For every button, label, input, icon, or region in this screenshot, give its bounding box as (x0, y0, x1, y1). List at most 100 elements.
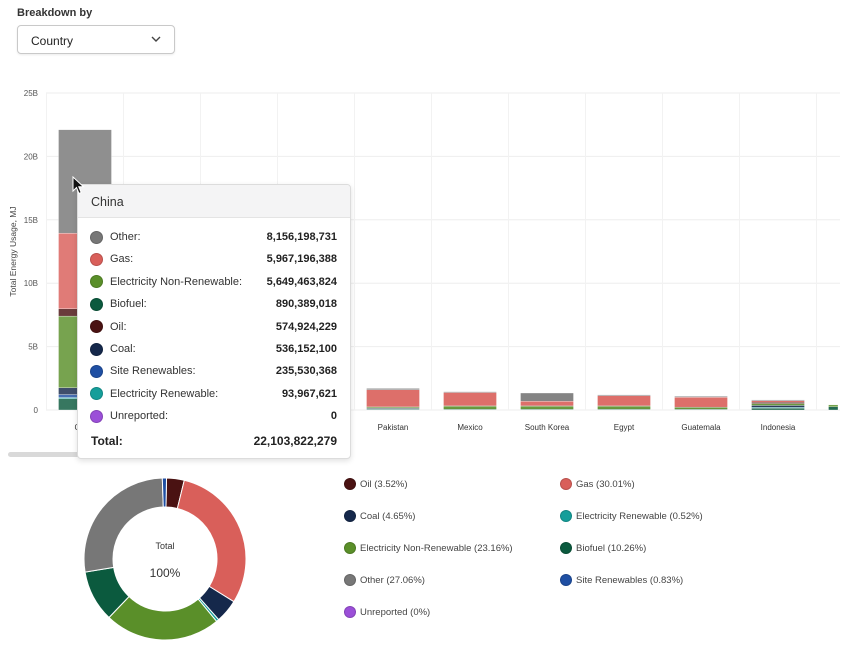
bar-segment-other[interactable] (674, 396, 728, 398)
bar-segment-gas[interactable] (366, 389, 420, 407)
bar-segment-biofuel[interactable] (828, 406, 839, 411)
tooltip-row-label: Biofuel: (110, 298, 147, 311)
tooltip-total: Total: 22,103,822,279 (91, 434, 337, 448)
chevron-down-icon (151, 36, 161, 42)
legend-swatch (344, 574, 356, 586)
x-tick-label: Mexico (457, 423, 483, 432)
x-tick-label: Pakistan (378, 423, 409, 432)
breakdown-label: Breakdown by (17, 7, 93, 19)
bar-segment-other[interactable] (751, 399, 805, 401)
x-tick-label: Guatemala (681, 423, 721, 432)
tooltip-row: Coal: 536,152,100 (90, 341, 337, 357)
tooltip-swatch (90, 409, 103, 423)
tooltip-row: Biofuel: 890,389,018 (90, 296, 337, 312)
y-axis-label: Total Energy Usage, MJ (8, 206, 18, 296)
bar-segment-electricity-non-renewable[interactable] (828, 404, 839, 407)
tooltip-total-label: Total: (91, 434, 123, 448)
bar-segment-gas[interactable] (674, 397, 728, 408)
bar-segment-gas[interactable] (597, 395, 651, 406)
tooltip-row-label: Other: (110, 231, 141, 243)
tooltip-row: Electricity Renewable: 93,967,621 (90, 386, 337, 402)
legend-label: Electricity Non-Renewable (23.16%) (360, 542, 513, 554)
y-tick-label: 0 (34, 406, 39, 415)
bar-segment-electricity-non-renewable[interactable] (520, 405, 574, 410)
tooltip-row-label: Unreported: (110, 410, 169, 423)
legend-label: Gas (30.01%) (576, 478, 635, 490)
legend-label: Other (27.06%) (360, 574, 425, 586)
bar-segment-biofuel[interactable] (751, 407, 805, 411)
legend-item[interactable]: Coal (4.65%) (344, 510, 415, 522)
tooltip-row: Site Renewables: 235,530,368 (90, 363, 337, 379)
y-tick-label: 15B (24, 216, 38, 225)
bar-segment-other[interactable] (366, 388, 420, 390)
x-tick-label: South Korea (525, 423, 570, 432)
bar-segment-electricity-non-renewable[interactable] (751, 403, 805, 406)
legend-label: Site Renewables (0.83%) (576, 574, 684, 586)
legend-label: Biofuel (10.26%) (576, 542, 647, 554)
x-tick-label: Egypt (614, 423, 635, 432)
bar-segment-gas[interactable] (443, 392, 497, 406)
legend-swatch (560, 574, 572, 586)
tooltip-row-label: Oil: (110, 320, 127, 333)
y-tick-label: 5B (28, 343, 38, 352)
legend-item[interactable]: Unreported (0%) (344, 606, 430, 618)
tooltip-swatch (90, 387, 103, 401)
mouse-cursor-icon (72, 176, 85, 195)
donut-slice-electricity-non-renewable[interactable] (108, 595, 218, 641)
breakdown-select[interactable]: Country (17, 25, 175, 54)
bar-segment-coal[interactable] (751, 405, 805, 408)
tooltip-row-label: Coal: (110, 343, 136, 355)
bar-segment-other[interactable] (597, 394, 651, 396)
tooltip-row: Oil: 574,924,229 (90, 319, 337, 335)
legend-swatch (344, 478, 356, 490)
tooltip-row-label: Gas: (110, 253, 134, 266)
legend-swatch (560, 510, 572, 522)
legend-swatch (344, 510, 356, 522)
bar-segment-electricity-non-renewable[interactable] (443, 405, 497, 410)
donut-center-label: Total (155, 541, 174, 551)
legend-label: Oil (3.52%) (360, 478, 408, 490)
bar-segment-gas[interactable] (520, 401, 574, 406)
bar-segment-electricity-non-renewable[interactable] (674, 407, 728, 410)
breakdown-select-value: Country (31, 34, 74, 48)
bar-segment-electricity-non-renewable[interactable] (366, 406, 420, 409)
legend-item[interactable]: Gas (30.01%) (560, 478, 635, 490)
donut-center-value: 100% (150, 566, 181, 580)
bar-segment-gas[interactable] (751, 400, 805, 403)
tooltip-row-value: 890,389,018 (275, 298, 337, 311)
tooltip-swatch (90, 275, 103, 289)
legend-item[interactable]: Biofuel (10.26%) (560, 542, 646, 554)
tooltip-swatch (90, 342, 103, 356)
legend-item[interactable]: Electricity Non-Renewable (23.16%) (344, 542, 513, 554)
legend-item[interactable]: Other (27.06%) (344, 574, 425, 586)
tooltip-row-value: 574,924,229 (275, 320, 337, 333)
donut-slice-site-renewables[interactable] (161, 477, 168, 508)
y-tick-label: 25B (24, 89, 38, 98)
legend-item[interactable]: Site Renewables (0.83%) (560, 574, 683, 586)
bar-segment-other[interactable] (520, 392, 574, 402)
tooltip-title: China (78, 185, 350, 218)
tooltip-row-value: 235,530,368 (275, 365, 337, 378)
tooltip-total-value: 22,103,822,279 (253, 434, 337, 448)
tooltip-row: Electricity Non-Renewable: 5,649,463,824 (90, 274, 337, 290)
tooltip-row-value: 0 (330, 410, 337, 423)
legend-item[interactable]: Oil (3.52%) (344, 478, 408, 490)
legend-label: Electricity Renewable (0.52%) (576, 510, 703, 522)
tooltip-swatch (90, 230, 103, 244)
legend-label: Coal (4.65%) (360, 510, 416, 522)
y-tick-label: 10B (24, 279, 38, 288)
donut-slice-gas[interactable] (176, 479, 247, 603)
legend-item[interactable]: Electricity Renewable (0.52%) (560, 510, 703, 522)
legend-swatch (344, 606, 356, 618)
bar-segment-oil[interactable] (751, 402, 805, 404)
tooltip-row: Unreported: 0 (90, 408, 337, 424)
tooltip-row-value: 8,156,198,731 (266, 231, 337, 243)
y-tick-label: 20B (24, 152, 38, 161)
donut-slice-other[interactable] (83, 477, 164, 573)
tooltip-swatch (90, 297, 103, 311)
donut-chart: Total 100% (83, 477, 247, 641)
bar-segment-other[interactable] (443, 391, 497, 393)
tooltip-row-value: 536,152,100 (275, 343, 337, 355)
bar-segment-electricity-non-renewable[interactable] (597, 405, 651, 410)
tooltip-row: Gas: 5,967,196,388 (90, 251, 337, 267)
